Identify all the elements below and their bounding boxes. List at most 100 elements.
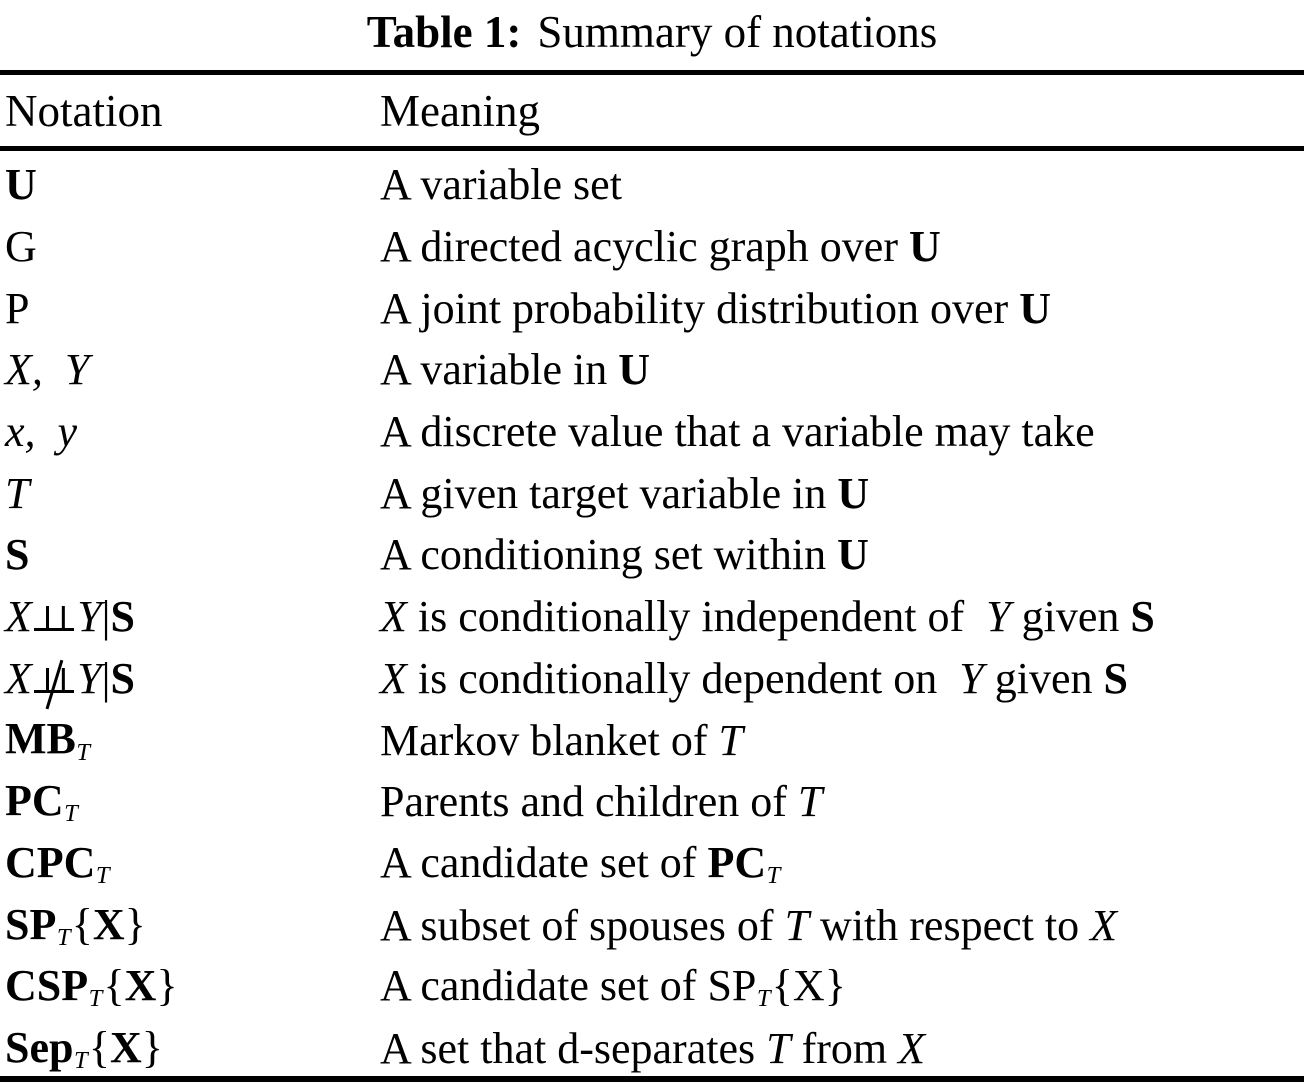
text-segment: X <box>5 592 32 642</box>
text-segment: U <box>837 468 870 518</box>
text-segment: PC <box>707 837 767 887</box>
notation-cell: T <box>0 468 380 519</box>
text-segment: T <box>95 861 110 889</box>
meaning-cell: A given target variable in U <box>380 468 1304 519</box>
text-segment: T <box>5 468 30 518</box>
meaning-cell: A joint probability distribution over U <box>380 283 1304 334</box>
text-segment: A candidate set of SP <box>380 961 757 1011</box>
text-segment: } <box>141 1022 163 1072</box>
meaning-cell: A subset of spouses of T with respect to… <box>380 900 1304 951</box>
text-segment: X <box>898 1023 926 1073</box>
column-header-meaning: Meaning <box>380 85 540 136</box>
table-row: S A conditioning set within U <box>0 524 1304 586</box>
text-segment: Y <box>986 592 1011 642</box>
text-segment: CPC <box>5 837 96 887</box>
text-segment: X <box>380 653 407 703</box>
text-segment: X, Y <box>5 345 90 395</box>
meaning-cell: A conditioning set within U <box>380 529 1304 580</box>
text-segment: Y <box>77 653 102 703</box>
meaning-cell: A candidate set of SPT{X} <box>380 960 1304 1013</box>
notation-cell: S <box>0 529 380 580</box>
column-header-notation: Notation <box>5 85 163 136</box>
text-segment: A subset of spouses of <box>380 900 785 950</box>
notation-cell: CPCT <box>0 837 380 890</box>
table-row: X, Y A variable in U <box>0 339 1304 401</box>
text-segment: X <box>1090 900 1117 950</box>
mid-rule <box>0 146 1304 151</box>
text-segment: is conditionally independent of <box>406 592 987 642</box>
meaning-cell: A candidate set of PCT <box>380 837 1304 890</box>
text-segment: A candidate set of <box>380 837 708 887</box>
text-segment: P <box>5 283 30 333</box>
meaning-cell: A directed acyclic graph over U <box>380 221 1304 272</box>
text-segment: | <box>101 653 111 703</box>
text-segment: A variable in <box>380 345 619 395</box>
text-segment: } <box>124 899 146 949</box>
text-segment: A discrete value that a variable may tak… <box>380 407 1095 457</box>
text-segment: X <box>110 1022 142 1072</box>
notation-cell: X, Y <box>0 344 380 395</box>
text-segment: x, y <box>5 407 78 457</box>
table-row: x, y A discrete value that a variable ma… <box>0 401 1304 463</box>
text-segment: SP <box>5 899 57 949</box>
text-segment: with respect to <box>809 900 1091 950</box>
table-body: U A variable set G A directed acyclic gr… <box>0 151 1304 1079</box>
text-segment: U <box>1019 283 1051 333</box>
table-row: CPCT A candidate set of PCT <box>0 833 1304 895</box>
text-segment: X <box>92 899 125 949</box>
meaning-cell: A variable set <box>380 159 1304 210</box>
text-segment: CSP <box>5 961 89 1011</box>
dependence-symbol <box>34 667 75 693</box>
meaning-cell: A discrete value that a variable may tak… <box>380 406 1304 457</box>
text-segment: Markov blanket of <box>380 715 719 765</box>
text-segment: Y <box>77 592 102 642</box>
meaning-cell: A set that d-separates T from X <box>380 1023 1304 1074</box>
notation-cell: CSPT{X} <box>0 960 380 1013</box>
meaning-cell: Markov blanket of T <box>380 715 1304 766</box>
text-segment: Sep <box>5 1022 74 1072</box>
top-rule <box>0 70 1304 75</box>
text-segment: A set that d-separates <box>380 1023 767 1073</box>
meaning-cell: X is conditionally independent of Y give… <box>380 591 1304 642</box>
table-row: CSPT{X} A candidate set of SPT{X} <box>0 956 1304 1018</box>
text-segment: A directed acyclic graph over <box>380 222 909 272</box>
notation-cell: P <box>0 283 380 334</box>
table-row: T A given target variable in U <box>0 462 1304 524</box>
table-row: MBT Markov blanket of T <box>0 709 1304 771</box>
bottom-rule <box>0 1076 1304 1082</box>
text-segment: X <box>5 653 32 703</box>
text-segment: A variable set <box>380 160 622 210</box>
notation-cell: MBT <box>0 713 380 766</box>
table-caption: Table 1: Summary of notations <box>0 4 1304 60</box>
text-segment: T <box>797 777 823 827</box>
text-segment: G <box>5 222 37 272</box>
text-segment: U <box>837 530 869 580</box>
caption-label: Table 1: <box>366 7 522 57</box>
text-segment: T <box>64 800 78 828</box>
notation-cell: SPT{X} <box>0 899 380 952</box>
text-segment: T <box>76 738 91 766</box>
meaning-cell: X is conditionally dependent on Y given … <box>380 653 1304 704</box>
text-segment: S <box>110 653 135 703</box>
table-row: U A variable set <box>0 154 1304 216</box>
text-segment: T <box>766 1023 791 1073</box>
table-row: SepT{X} A set that d-separates T from X <box>0 1018 1304 1080</box>
text-segment: T <box>56 923 71 951</box>
meaning-cell: Parents and children of T <box>380 776 1304 827</box>
notation-cell: SepT{X} <box>0 1022 380 1075</box>
text-segment: S <box>5 530 30 580</box>
text-segment: {X} <box>771 961 846 1011</box>
table-row: P A joint probability distribution over … <box>0 277 1304 339</box>
meaning-cell: A variable in U <box>380 344 1304 395</box>
text-segment: { <box>71 899 93 949</box>
caption-title: Summary of notations <box>537 7 938 57</box>
text-segment: PC <box>5 776 64 826</box>
text-segment: | <box>101 592 111 642</box>
table-row: X Y|S X is conditionally independent of Y… <box>0 586 1304 648</box>
text-segment: U <box>908 222 941 272</box>
table-row: G A directed acyclic graph over U <box>0 216 1304 278</box>
text-segment: is conditionally dependent on <box>406 653 960 703</box>
independence-symbol <box>34 606 75 632</box>
notation-cell: x, y <box>0 406 380 457</box>
